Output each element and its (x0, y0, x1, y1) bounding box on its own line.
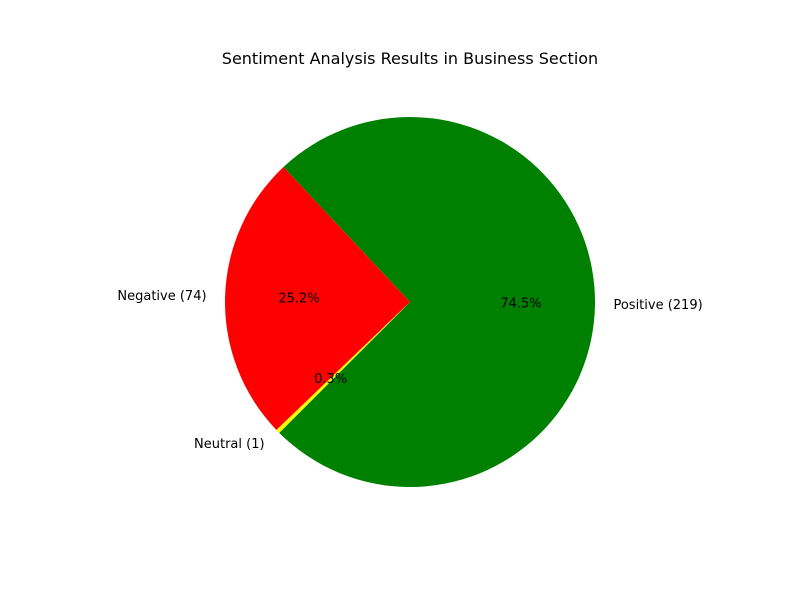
slice-label-negative: Negative (74) (117, 289, 206, 304)
pie-slice-negative (224, 167, 410, 430)
pie-slice-positive (279, 117, 595, 487)
pie-slices (224, 117, 595, 487)
slice-percent-negative: 25.2% (278, 292, 319, 307)
slice-label-positive: Positive (219) (613, 298, 702, 313)
slice-label-neutral: Neutral (1) (194, 437, 265, 452)
pie-labels: Positive (219) 74.5% Negative (74) 25.2% Neu… (117, 289, 702, 452)
chart-title: Sentiment Analysis Results in Business S… (222, 49, 598, 68)
pie-slice-neutral (276, 302, 410, 433)
slice-percent-neutral: 0.3% (314, 372, 347, 387)
slice-percent-positive: 74.5% (500, 296, 541, 311)
